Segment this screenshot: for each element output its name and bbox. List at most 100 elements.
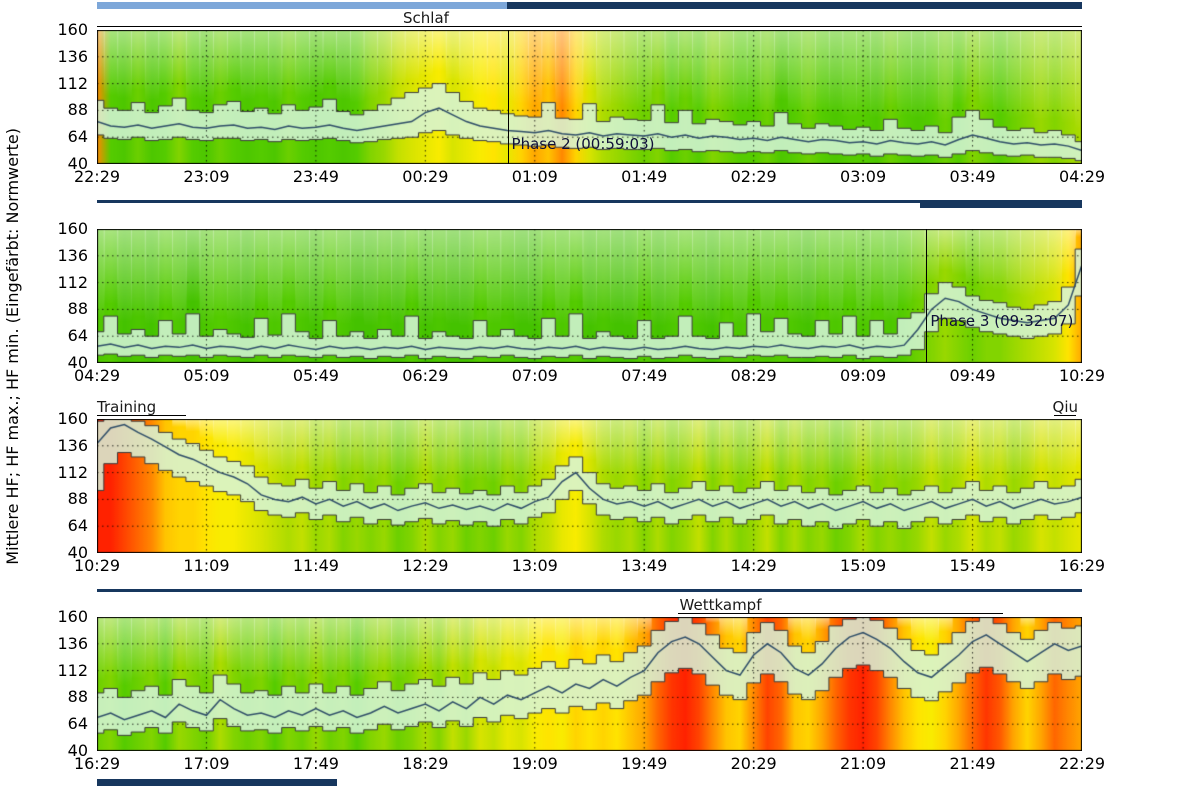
y-tick-label: 88 <box>67 100 88 120</box>
x-axis-labels: 10:29 11:09 11:49 12:29 13:09 13:49 14:29 15:09… <box>74 553 1105 577</box>
x-tick-label: 21:09 <box>840 754 887 773</box>
x-tick-label: 18:29 <box>402 754 449 773</box>
x-tick-label: 16:29 <box>1058 556 1106 575</box>
y-tick-label: 160 <box>57 219 88 238</box>
x-tick-label: 21:49 <box>949 754 996 773</box>
x-tick-label: 01:09 <box>511 167 558 186</box>
x-tick-label: 07:09 <box>511 366 558 385</box>
panel-1: Schlaf 40 64 88 112 136 160 Phase 2 (00:59:03) 2… <box>0 2 1200 188</box>
y-tick-label: 64 <box>67 714 88 734</box>
panel-label: Schlaf <box>403 9 449 27</box>
y-tick-label: 136 <box>57 46 88 66</box>
x-tick-label: 14:29 <box>730 556 777 575</box>
x-tick-label: 11:09 <box>183 556 230 575</box>
y-tick-label: 88 <box>67 687 88 707</box>
x-tick-label: 03:09 <box>840 167 887 186</box>
y-tick-label: 136 <box>57 435 88 455</box>
panel-header <box>97 200 1082 226</box>
y-tick-label: 112 <box>57 73 88 93</box>
phase-bar-segment <box>97 200 921 203</box>
x-tick-label: 01:49 <box>621 167 668 186</box>
panel-4: Wettkampf 40 64 88 112 136 160 16:29 17:09 17:49 1… <box>0 589 1200 775</box>
phase-bar-segment <box>506 2 1082 9</box>
y-tick-label: 136 <box>57 633 88 653</box>
x-tick-label: 00:29 <box>402 167 449 186</box>
y-tick-label: 88 <box>67 489 88 509</box>
panel-header: Wettkampf <box>97 589 1082 614</box>
panel-label: Wettkampf <box>679 596 762 614</box>
x-tick-label: 02:29 <box>730 167 777 186</box>
panel-2: 40 64 88 112 136 160 Phase 3 (09:32:07) 04:29 05… <box>0 200 1200 387</box>
x-tick-label: 04:29 <box>1058 167 1106 186</box>
y-tick-label: 112 <box>57 660 88 680</box>
panel-3: Training Qiu 40 64 88 112 136 160 10:29 11:09 11:4… <box>0 399 1200 577</box>
y-tick-label: 40 <box>67 543 88 562</box>
phase-bar-segment <box>97 779 338 786</box>
phase-marker-line <box>507 30 509 164</box>
label-underline <box>97 26 1082 27</box>
plot-canvas <box>97 617 1082 751</box>
x-tick-label: 10:29 <box>73 556 121 575</box>
phase-bar-segment <box>97 2 507 9</box>
plot-canvas <box>97 419 1082 553</box>
y-tick-label: 40 <box>67 353 88 372</box>
panel-header: Schlaf <box>97 2 1082 27</box>
x-tick-label: 17:49 <box>292 754 339 773</box>
y-tick-label: 160 <box>57 409 88 428</box>
panel-label-left: Training <box>97 398 157 416</box>
y-tick-label: 40 <box>67 154 88 173</box>
plot-area: 40 64 88 112 136 160 <box>57 608 1082 760</box>
y-tick-label: 88 <box>67 299 88 319</box>
phase-marker-label: Phase 2 (00:59:03) <box>511 134 655 153</box>
x-tick-label: 23:09 <box>183 167 230 186</box>
plot-area: 40 64 88 112 136 160 Phase 2 (00:59:03) <box>57 21 1082 173</box>
phase-bar-segment <box>920 200 1082 208</box>
x-tick-label: 22:29 <box>1058 754 1106 773</box>
x-tick-label: 06:29 <box>402 366 449 385</box>
phase-marker-label: Phase 3 (09:32:07) <box>930 312 1074 331</box>
x-tick-label: 15:49 <box>949 556 996 575</box>
x-tick-label: 19:49 <box>621 754 668 773</box>
x-tick-label: 20:29 <box>730 754 777 773</box>
y-tick-label: 112 <box>57 462 88 482</box>
label-underline <box>1054 415 1077 416</box>
x-tick-label: 15:09 <box>840 556 887 575</box>
x-tick-label: 19:09 <box>511 754 558 773</box>
x-tick-label: 16:29 <box>73 754 121 773</box>
y-tick-label: 160 <box>57 607 88 626</box>
plot-canvas <box>97 30 1082 164</box>
x-tick-label: 03:49 <box>949 167 996 186</box>
panel-label-right: Qiu <box>1052 398 1078 416</box>
panel-header: Training Qiu <box>97 399 1082 416</box>
x-tick-label: 09:49 <box>949 366 996 385</box>
x-tick-label: 11:49 <box>292 556 339 575</box>
plot-area: 40 64 88 112 136 160 Phase 3 (09:32:07) <box>57 220 1082 372</box>
x-tick-label: 08:29 <box>730 366 777 385</box>
x-tick-label: 17:09 <box>183 754 230 773</box>
label-underline <box>678 613 1004 614</box>
footer-phase-bar <box>97 779 1082 787</box>
x-tick-label: 23:49 <box>292 167 339 186</box>
phase-marker-line <box>926 229 928 363</box>
x-tick-label: 07:49 <box>621 366 668 385</box>
plot-area: 40 64 88 112 136 160 <box>57 410 1082 562</box>
y-tick-label: 112 <box>57 272 88 292</box>
label-underline <box>97 415 186 416</box>
x-tick-label: 13:49 <box>621 556 668 575</box>
x-tick-label: 05:49 <box>292 366 339 385</box>
x-tick-label: 13:09 <box>511 556 558 575</box>
x-tick-label: 10:29 <box>1058 366 1106 385</box>
y-tick-label: 136 <box>57 245 88 265</box>
x-axis-labels: 22:29 23:09 23:49 00:29 01:09 01:49 02:29 03:09… <box>74 164 1105 188</box>
y-tick-label: 64 <box>67 516 88 536</box>
x-tick-label: 12:29 <box>402 556 449 575</box>
x-axis-labels: 04:29 05:09 05:49 06:29 07:09 07:49 08:29 09:09… <box>74 363 1105 387</box>
plot-canvas <box>97 229 1082 363</box>
x-tick-label: 05:09 <box>183 366 230 385</box>
y-tick-label: 40 <box>67 741 88 760</box>
y-tick-label: 160 <box>57 20 88 39</box>
y-tick-label: 64 <box>67 326 88 346</box>
x-tick-label: 04:29 <box>73 366 121 385</box>
